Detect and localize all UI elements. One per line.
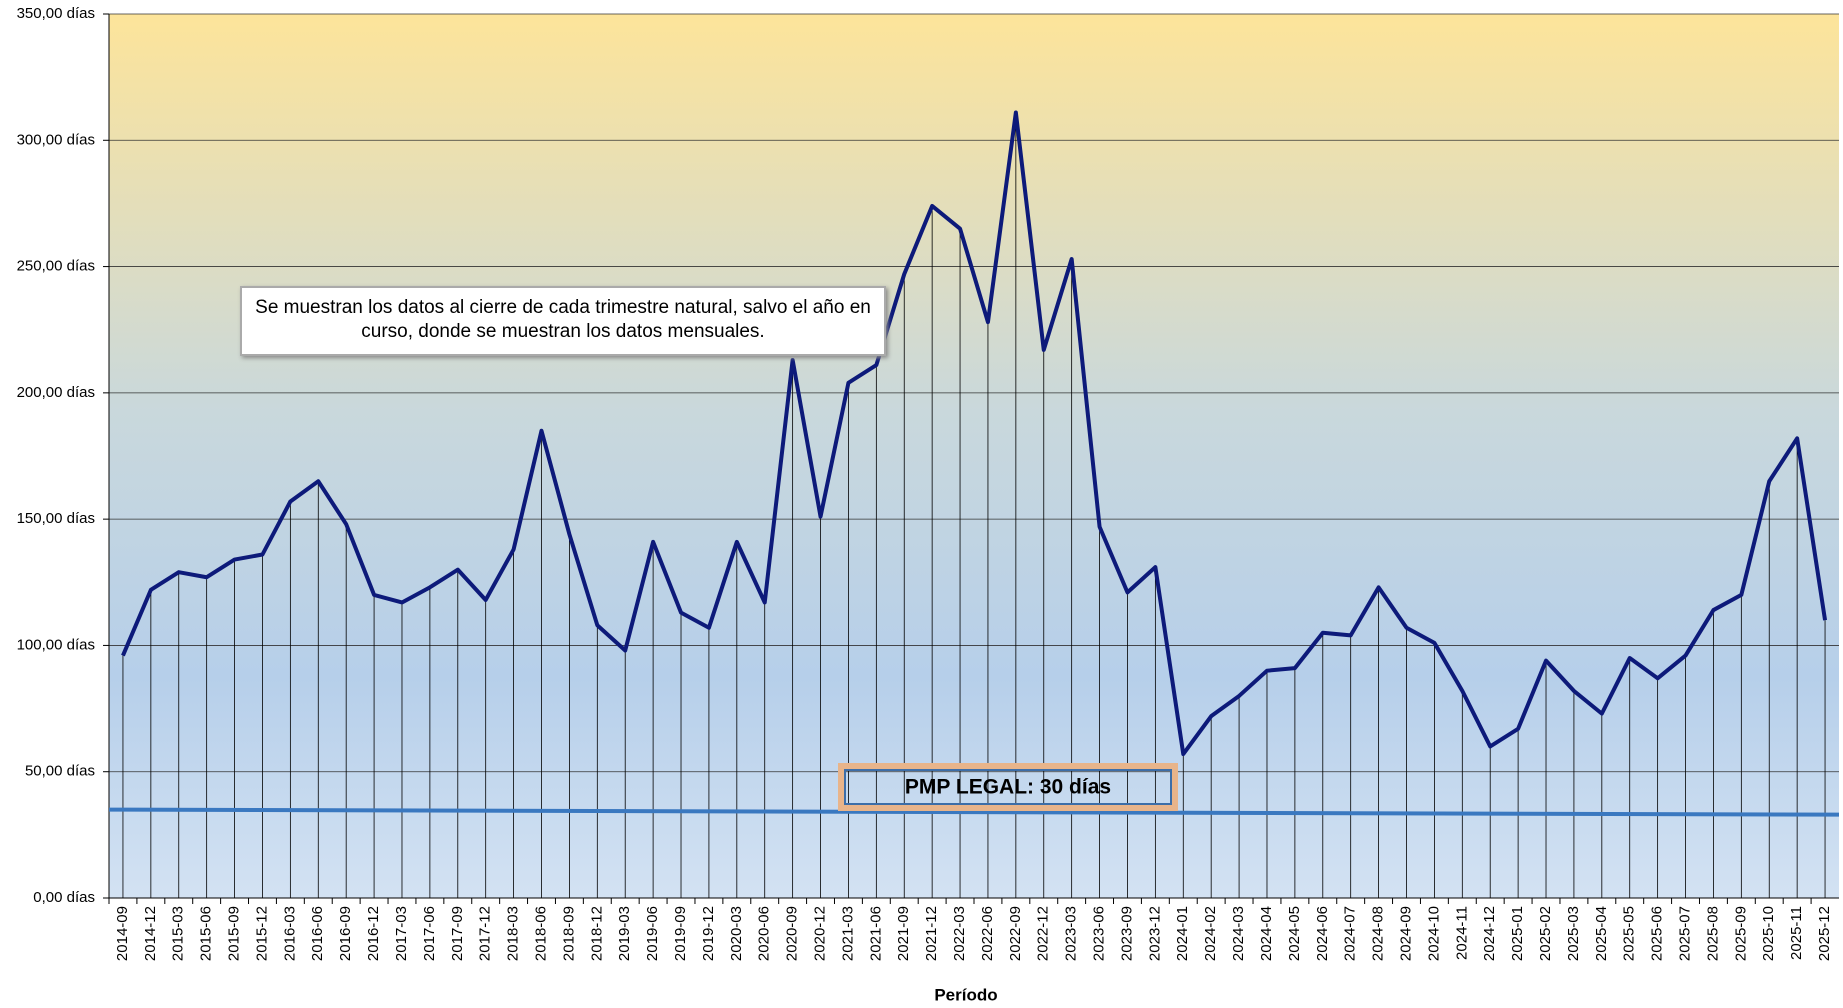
x-tick-label: 2017-06	[421, 906, 438, 961]
y-tick-label: 100,00 días	[17, 636, 95, 653]
x-tick-label: 2018-12	[588, 906, 605, 961]
legal-line	[108, 807, 1840, 817]
x-tick-label: 2023-09	[1118, 906, 1135, 961]
x-tick-label: 2019-03	[616, 906, 633, 961]
x-tick-label: 2016-03	[281, 906, 298, 961]
x-tick-label: 2025-12	[1816, 906, 1833, 961]
x-tick-label: 2017-09	[449, 906, 466, 961]
legal-box-glow	[838, 763, 1178, 811]
data-line	[121, 110, 1828, 757]
x-tick-label: 2024-05	[1286, 906, 1303, 961]
x-tick-label: 2021-09	[895, 906, 912, 961]
x-tick-label: 2017-03	[393, 906, 410, 961]
x-tick-label: 2025-08	[1704, 906, 1721, 961]
x-tick-label: 2014-12	[142, 906, 159, 961]
x-tick-label: 2024-04	[1258, 906, 1275, 961]
x-tick-label: 2022-06	[979, 906, 996, 961]
x-axis-title: Período	[934, 985, 997, 1004]
x-tick-label: 2025-11	[1788, 906, 1805, 960]
x-tick-label: 2025-05	[1621, 906, 1638, 961]
x-tick-label: 2021-12	[923, 906, 940, 961]
x-tick-label: 2025-06	[1649, 906, 1666, 961]
x-tick-label: 2024-02	[1202, 906, 1219, 961]
x-tick-label: 2024-03	[1230, 906, 1247, 961]
x-tick-label: 2025-04	[1593, 906, 1610, 961]
x-tick-label: 2022-09	[1007, 906, 1024, 961]
legal-label: PMP LEGAL: 30 días	[905, 776, 1111, 799]
x-tick-label: 2024-06	[1314, 906, 1331, 961]
x-tick-label: 2024-07	[1342, 906, 1359, 961]
x-tick-label: 2023-06	[1091, 906, 1108, 961]
x-tick-label: 2024-08	[1370, 906, 1387, 961]
x-tick-label: 2020-09	[784, 906, 801, 961]
x-tick-label: 2025-01	[1509, 906, 1526, 961]
x-tick-label: 2019-09	[672, 906, 689, 961]
plot-area	[109, 14, 1839, 898]
x-tick-label: 2020-12	[812, 906, 829, 961]
y-tick-label: 300,00 días	[17, 131, 95, 148]
x-tick-label: 2021-06	[867, 906, 884, 961]
x-tick-label: 2022-12	[1035, 906, 1052, 961]
y-tick-label: 250,00 días	[17, 258, 95, 275]
x-tick-label: 2024-10	[1425, 906, 1442, 961]
annotation-text: Se muestran los datos al cierre de cada …	[255, 297, 871, 342]
y-tick-label: 350,00 días	[17, 5, 95, 22]
x-tick-label: 2025-07	[1677, 906, 1694, 961]
x-tick-label: 2019-12	[700, 906, 717, 961]
x-tick-label: 2024-09	[1397, 906, 1414, 961]
x-tick-label: 2022-03	[951, 906, 968, 961]
x-tick-label: 2023-12	[1146, 906, 1163, 961]
x-tick-label: 2025-10	[1760, 906, 1777, 961]
annotation-box	[240, 286, 886, 356]
y-tick-label: 0,00 días	[33, 889, 95, 906]
y-tick-label: 200,00 días	[17, 384, 95, 401]
annotation: Se muestran los datos al cierre de cada …	[255, 297, 871, 342]
x-tick-label: 2024-12	[1481, 906, 1498, 961]
x-tick-label: 2018-09	[560, 906, 577, 961]
x-tick-label: 2025-09	[1732, 906, 1749, 961]
x-tick-label: 2024-11	[1453, 906, 1470, 960]
x-tick-label: 2024-01	[1174, 906, 1191, 961]
x-tick-label: 2018-06	[532, 906, 549, 961]
x-tick-label: 2016-09	[337, 906, 354, 961]
x-tick-label: 2018-03	[505, 906, 522, 961]
x-tick-label: 2025-02	[1537, 906, 1554, 961]
x-tick-label: 2017-12	[477, 906, 494, 961]
x-tick-label: 2021-03	[839, 906, 856, 961]
x-tick-label: 2025-03	[1565, 906, 1582, 961]
x-tick-label: 2019-06	[644, 906, 661, 961]
x-tick-label: 2015-06	[198, 906, 215, 961]
legal-box	[844, 769, 1172, 805]
x-tick-label: 2015-09	[226, 906, 243, 961]
x-tick-label: 2020-06	[756, 906, 773, 961]
x-tick-label: 2016-12	[365, 906, 382, 961]
x-tick-label: 2016-06	[309, 906, 326, 961]
x-tick-label: 2014-09	[114, 906, 131, 961]
x-tick-label: 2015-03	[170, 906, 187, 961]
x-tick-label: 2023-03	[1063, 906, 1080, 961]
y-tick-label: 150,00 días	[17, 510, 95, 527]
x-tick-label: 2020-03	[728, 906, 745, 961]
y-tick-label: 50,00 días	[25, 763, 95, 780]
x-tick-label: 2015-12	[253, 906, 270, 961]
